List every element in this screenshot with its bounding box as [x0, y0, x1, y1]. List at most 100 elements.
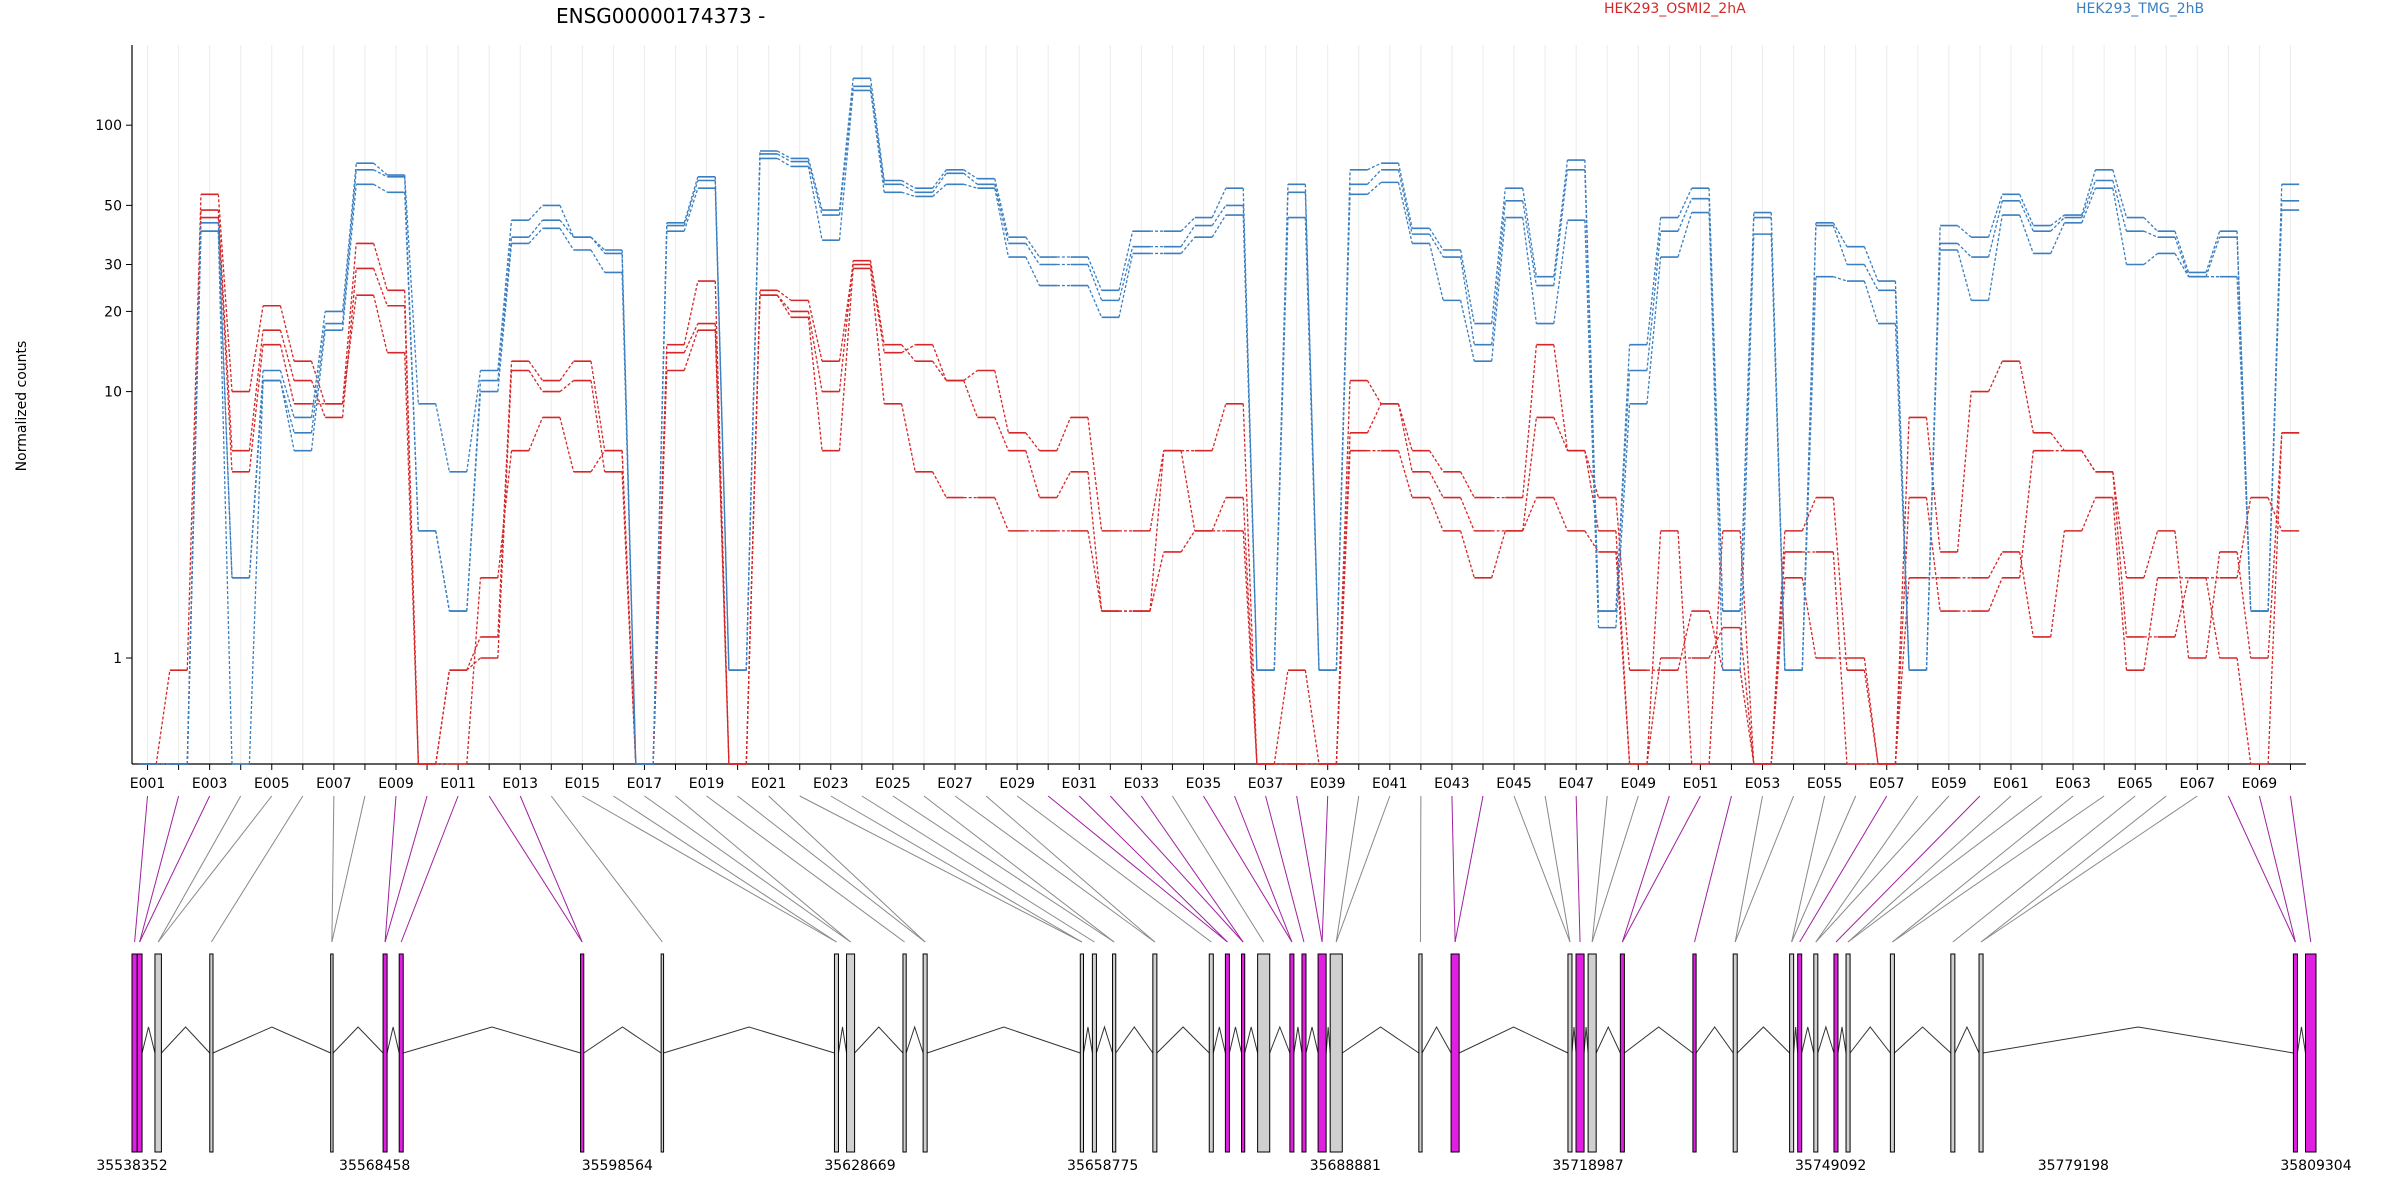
- intron-line: [1837, 1026, 1847, 1054]
- intron-line: [212, 1026, 331, 1054]
- series-connector: [1118, 253, 1134, 318]
- series-connector: [1087, 256, 1103, 291]
- x-tick-label: E045: [1496, 776, 1532, 792]
- series-connector: [807, 317, 823, 451]
- series-connector: [2267, 432, 2283, 765]
- series-connector: [1739, 234, 1755, 671]
- series-connector: [1366, 380, 1382, 405]
- chart-title: ENSG00000174373 -: [556, 4, 765, 28]
- series-connector: [2236, 237, 2252, 612]
- series-connector: [2174, 253, 2190, 278]
- series-connector: [248, 305, 264, 392]
- series-connector: [1988, 551, 2003, 579]
- exon-connector: [1847, 795, 2012, 943]
- series-connector: [838, 264, 854, 362]
- series-connector: [1211, 187, 1227, 218]
- intron-line: [854, 1026, 904, 1054]
- exon-box: [1208, 953, 1214, 1153]
- series-connector: [1522, 217, 1538, 324]
- exon-box: [2304, 953, 2317, 1153]
- series-connector: [2019, 194, 2034, 226]
- series-connector: [994, 417, 1010, 451]
- series-connector: [1553, 169, 1569, 286]
- series-connector: [1739, 212, 1755, 612]
- series-connector: [777, 157, 792, 168]
- series-connector: [807, 300, 823, 362]
- series-connector: [1708, 530, 1724, 765]
- series-connector: [1211, 205, 1227, 226]
- series-connector: [2236, 276, 2252, 612]
- exon-box: [1567, 953, 1573, 1153]
- exon-connector: [1454, 795, 1484, 943]
- series-connector: [1460, 530, 1475, 578]
- series-connector: [1180, 225, 1196, 248]
- series-connector: [341, 243, 357, 404]
- series-connector: [900, 403, 916, 472]
- series-connector: [1149, 450, 1165, 612]
- series-osmi-2: [138, 216, 2300, 765]
- exon-box: [1845, 953, 1851, 1153]
- intron-line: [1421, 1025, 1452, 1054]
- series-connector: [2143, 252, 2158, 265]
- series-connector: [1863, 280, 1879, 324]
- exon-connector: [675, 795, 851, 943]
- series-connector: [1335, 194, 1351, 671]
- series-connector: [1180, 217, 1196, 232]
- x-tick-label: E017: [627, 776, 663, 792]
- series-connector: [1584, 220, 1600, 628]
- series-connector: [776, 294, 792, 318]
- series-connector: [1553, 220, 1569, 324]
- series-connector: [2205, 236, 2221, 277]
- series-connector: [435, 530, 451, 612]
- intron-line: [1212, 1026, 1226, 1054]
- exon-connector: [384, 795, 397, 943]
- series-connector: [838, 260, 854, 392]
- genomic-tick-label: 35779198: [2038, 1158, 2109, 1174]
- exon-connector: [1109, 795, 1244, 943]
- series-connector: [838, 78, 854, 211]
- series-connector: [1304, 670, 1320, 765]
- exon-connector: [706, 795, 905, 943]
- series-connector: [1429, 228, 1444, 251]
- exon-connector: [1591, 795, 1608, 943]
- series-connector: [559, 205, 575, 238]
- exon-connector: [1234, 795, 1293, 943]
- exon-box: [1112, 953, 1117, 1153]
- x-tick-label: E011: [440, 776, 476, 792]
- x-tick-label: E061: [1993, 776, 2029, 792]
- series-connector: [1491, 217, 1506, 362]
- series-connector: [1677, 198, 1693, 232]
- series-connector: [1025, 243, 1041, 265]
- series-connector: [2143, 217, 2159, 232]
- series-connector: [1677, 610, 1693, 671]
- series-connector: [435, 670, 451, 765]
- gridlines: [147, 45, 2291, 764]
- series-connector: [1894, 290, 1910, 671]
- exon-connector: [1892, 795, 2074, 943]
- series-connector: [1987, 577, 2003, 612]
- series-connector: [1646, 256, 1662, 404]
- x-tick-label: E037: [1248, 776, 1284, 792]
- series-connector: [838, 86, 854, 216]
- series-connector: [279, 380, 295, 434]
- series-connector: [2050, 217, 2065, 232]
- y-axis-label: Normalized counts: [14, 341, 30, 472]
- series-connector: [994, 184, 1010, 244]
- series-connector: [217, 217, 233, 472]
- exon-connector: [1980, 795, 2167, 943]
- series-connector: [1770, 530, 1786, 765]
- series-connector: [1957, 225, 1972, 238]
- series-connector: [745, 158, 761, 671]
- series-connector: [466, 636, 482, 671]
- series-connector: [776, 289, 792, 301]
- series-connector: [1118, 231, 1134, 291]
- series-connector: [901, 179, 916, 189]
- exon-box: [1289, 953, 1295, 1153]
- series-connector: [932, 344, 947, 381]
- series-connector: [1367, 181, 1382, 195]
- series-connector: [1428, 243, 1444, 301]
- series-connector: [373, 243, 388, 291]
- x-tick-label: E023: [813, 776, 849, 792]
- series-connector: [2143, 530, 2159, 578]
- series-connector: [1833, 276, 1848, 282]
